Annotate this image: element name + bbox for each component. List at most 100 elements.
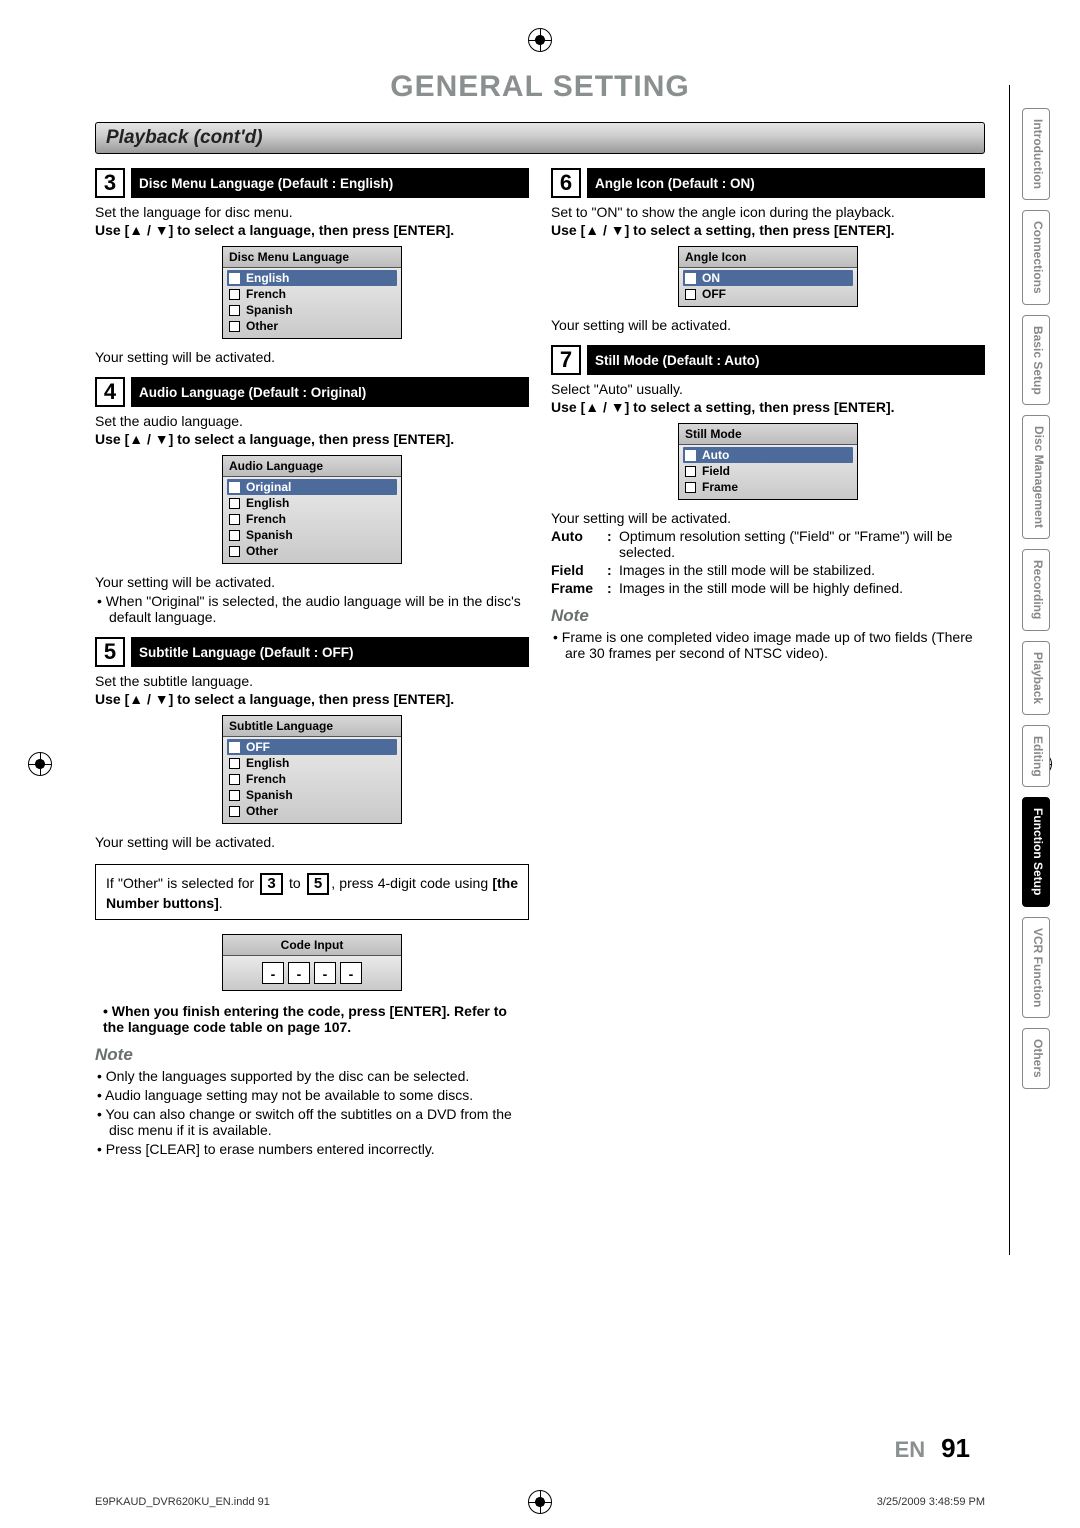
registration-mark-top [528, 28, 552, 52]
note-item: Frame is one completed video image made … [553, 629, 985, 661]
menu-item-label: OFF [702, 287, 726, 301]
definition-row: Field:Images in the still mode will be s… [551, 562, 985, 578]
vertical-divider [1009, 85, 1010, 1255]
definition-text: Images in the still mode will be highly … [619, 580, 985, 596]
menu-item: ON [683, 270, 853, 286]
registration-mark-left [28, 752, 52, 776]
menu-item-label: Field [702, 464, 730, 478]
step-7-after: Your setting will be activated. [551, 510, 985, 526]
code-input-body: ---- [223, 956, 401, 990]
checkbox-icon [685, 273, 696, 284]
checkbox-icon [229, 806, 240, 817]
menu-item-label: Other [246, 319, 278, 333]
checkbox-icon [229, 498, 240, 509]
note-item: You can also change or switch off the su… [97, 1106, 529, 1138]
checkbox-icon [229, 514, 240, 525]
menu-item-label: Auto [702, 448, 729, 462]
tab-vcr-function: VCR Function [1022, 917, 1050, 1018]
note-text: , press 4-digit code using [331, 875, 492, 891]
code-slot: - [288, 962, 310, 984]
colon: : [607, 580, 619, 596]
step-4-bullet: When "Original" is selected, the audio l… [95, 593, 529, 625]
note-text: If "Other" is selected for [106, 875, 258, 891]
page-num: 91 [941, 1433, 970, 1463]
step-3-instruction: Use [▲ / ▼] to select a language, then p… [95, 222, 529, 238]
step-3-after: Your setting will be activated. [95, 349, 529, 365]
note-text: to [285, 875, 305, 891]
menu-title: Angle Icon [679, 247, 857, 268]
step-7-text: Select "Auto" usually. [551, 381, 985, 397]
page-content: GENERAL SETTING Playback (cont'd) 3 Disc… [95, 70, 985, 1450]
page-title: GENERAL SETTING [95, 70, 985, 104]
menu-item: Spanish [227, 302, 397, 318]
still-mode-box: Still Mode Auto Field Frame [678, 423, 858, 500]
tab-others: Others [1022, 1028, 1050, 1089]
page-number: EN 91 [0, 1433, 1080, 1464]
checkbox-icon [229, 321, 240, 332]
menu-item-label: OFF [246, 740, 270, 754]
side-tabs: Introduction Connections Basic Setup Dis… [1022, 108, 1050, 1089]
other-code-note: If "Other" is selected for 3 to 5, press… [95, 864, 529, 920]
colon: : [607, 528, 619, 560]
step-3-number: 3 [95, 168, 125, 198]
step-5-header: 5 Subtitle Language (Default : OFF) [95, 637, 529, 667]
definition-row: Frame:Images in the still mode will be h… [551, 580, 985, 596]
tab-connections: Connections [1022, 210, 1050, 305]
inline-step-number: 3 [260, 873, 282, 895]
step-4-after: Your setting will be activated. [95, 574, 529, 590]
checkbox-icon [229, 546, 240, 557]
code-input-box: Code Input ---- [222, 934, 402, 991]
subtitle-language-box: Subtitle Language OFF English French Spa… [222, 715, 402, 824]
note-item: Audio language setting may not be availa… [97, 1087, 529, 1103]
note-heading: Note [95, 1045, 529, 1065]
checkbox-icon [229, 742, 240, 753]
code-input-title: Code Input [223, 935, 401, 956]
menu-item: English [227, 270, 397, 286]
definition-text: Images in the still mode will be stabili… [619, 562, 985, 578]
definition-text: Optimum resolution setting ("Field" or "… [619, 528, 985, 560]
step-5-instruction: Use [▲ / ▼] to select a language, then p… [95, 691, 529, 707]
step-7-instruction: Use [▲ / ▼] to select a setting, then pr… [551, 399, 985, 415]
step-5-after: Your setting will be activated. [95, 834, 529, 850]
step-7-label: Still Mode (Default : Auto) [587, 345, 985, 375]
menu-item: English [227, 495, 397, 511]
right-column: 6 Angle Icon (Default : ON) Set to "ON" … [551, 168, 985, 1160]
menu-item-label: Spanish [246, 303, 293, 317]
menu-item-label: English [246, 271, 289, 285]
step-4-label: Audio Language (Default : Original) [131, 377, 529, 407]
disc-menu-language-box: Disc Menu Language English French Spanis… [222, 246, 402, 339]
note-heading: Note [551, 606, 985, 626]
definition-row: Auto:Optimum resolution setting ("Field"… [551, 528, 985, 560]
menu-item: French [227, 511, 397, 527]
menu-item-label: French [246, 772, 286, 786]
step-4-number: 4 [95, 377, 125, 407]
checkbox-icon [685, 289, 696, 300]
tab-editing: Editing [1022, 725, 1050, 788]
step-3-header: 3 Disc Menu Language (Default : English) [95, 168, 529, 198]
menu-item: Auto [683, 447, 853, 463]
checkbox-icon [685, 466, 696, 477]
menu-item: English [227, 755, 397, 771]
menu-item-label: Frame [702, 480, 738, 494]
checkbox-icon [229, 530, 240, 541]
menu-title: Audio Language [223, 456, 401, 477]
note-item: Press [CLEAR] to erase numbers entered i… [97, 1141, 529, 1157]
menu-item-label: French [246, 287, 286, 301]
step-7-header: 7 Still Mode (Default : Auto) [551, 345, 985, 375]
menu-item: OFF [227, 739, 397, 755]
step-6-label: Angle Icon (Default : ON) [587, 168, 985, 198]
definition-term: Auto [551, 528, 607, 560]
section-header: Playback (cont'd) [95, 122, 985, 154]
code-slot: - [340, 962, 362, 984]
page-lang: EN [895, 1437, 926, 1462]
definition-term: Field [551, 562, 607, 578]
tab-recording: Recording [1022, 549, 1050, 630]
checkbox-icon [229, 273, 240, 284]
step-3-label: Disc Menu Language (Default : English) [131, 168, 529, 198]
right-notes: Frame is one completed video image made … [551, 629, 985, 661]
menu-title: Still Mode [679, 424, 857, 445]
step-5-text: Set the subtitle language. [95, 673, 529, 689]
menu-item: Other [227, 318, 397, 334]
code-slot: - [314, 962, 336, 984]
footer-filename: E9PKAUD_DVR620KU_EN.indd 91 [95, 1496, 270, 1508]
